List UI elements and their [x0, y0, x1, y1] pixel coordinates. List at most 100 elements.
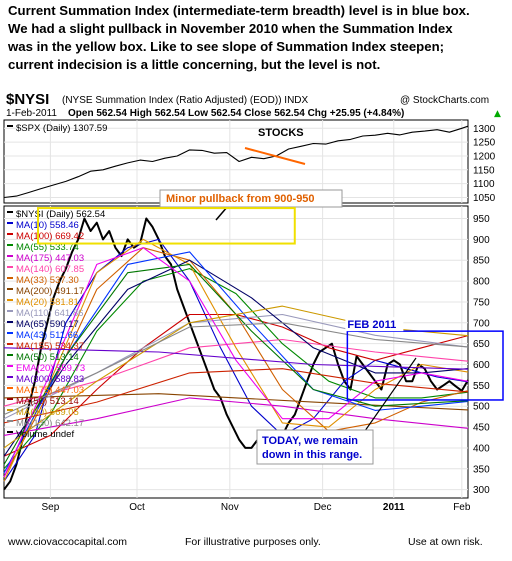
nysi-series-line [3, 338, 469, 407]
x-tick-label: Oct [129, 502, 145, 513]
spx-series-line [3, 125, 469, 199]
nysi-series-line [3, 247, 469, 478]
nysi-series-line [3, 268, 469, 470]
nysi-y-tick-label: 750 [473, 297, 490, 308]
nysi-series-line [3, 238, 469, 482]
legend-entry: MA(155) 534.37 [16, 341, 84, 352]
nysi-y-tick-label: 300 [473, 485, 490, 496]
nysi-series-line [3, 397, 469, 436]
feb-label-bg [345, 317, 404, 332]
legend-entry: MA(65) 590.17 [16, 319, 79, 330]
legend-swatch [7, 387, 13, 389]
headline-line-1: Current Summation Index (intermediate-te… [8, 3, 470, 18]
stock-chart: $NYSI (NYSE Summation Index (Ratio Adjus… [3, 91, 504, 513]
headline-line-2: We had a slight pullback in November 201… [8, 21, 453, 36]
nysi-y-tick-label: 650 [473, 339, 490, 350]
nysi-series-line [3, 313, 469, 420]
chart-panels: 1050 1100 1150 1200 1250 1300 $SPX (Daily) 130… [3, 119, 496, 513]
nysi-y-tick-label: 450 [473, 423, 490, 434]
legend-swatch [7, 321, 13, 323]
legend-swatch [7, 420, 13, 422]
headline-line-4: current indecision is a little concernin… [8, 57, 381, 72]
footer-disclaimer: For illustrative purposes only. [185, 536, 321, 548]
legend-swatch [7, 431, 13, 433]
legend-swatch [7, 222, 13, 224]
spx-y-tick-label: 1250 [473, 138, 496, 149]
x-tick-label: 2011 [383, 502, 405, 513]
pullback-callout-box [159, 189, 343, 208]
legend-entry: MA(175) 447.03 [16, 253, 84, 264]
legend-swatch [7, 233, 13, 235]
legend-entry: MA(130) 642.17 [16, 418, 84, 429]
legend-swatch [7, 310, 13, 312]
nysi-series-line [3, 263, 469, 465]
nysi-series-line [3, 217, 469, 491]
legend-entry: MA(55) 533.74 [16, 242, 79, 253]
legend-entry: MA(300) 588.83 [16, 374, 84, 385]
legend-swatch [7, 288, 13, 290]
legend-swatch [7, 244, 13, 246]
chart-date: 1-Feb-2011 [6, 108, 57, 119]
footer-website: www.ciovaccocapital.com [8, 536, 128, 548]
nysi-y-tick-label: 350 [473, 464, 490, 475]
nysi-series-line [3, 251, 469, 474]
nysi-y-tick-label: 600 [473, 360, 490, 371]
chart-symbol: $NYSI [6, 91, 49, 108]
spx-y-tick-label: 1150 [473, 165, 495, 176]
legend-swatch [7, 211, 13, 213]
legend-entry: MA(175) 447.03 [16, 385, 84, 396]
legend-swatch [7, 277, 13, 279]
legend-swatch [7, 299, 13, 301]
x-tick-label: Nov [221, 502, 239, 513]
x-tick-label: Feb [453, 502, 471, 513]
chart-overlay: STOCKS Minor pullback from 900-950 FEB 201… [37, 127, 504, 465]
blue-box [346, 330, 504, 401]
stocks-label: STOCKS [258, 127, 304, 139]
yellow-box [37, 207, 296, 245]
legend-entry: MA(33) 537.30 [16, 275, 79, 286]
footer-risk: Use at own risk. [408, 536, 483, 548]
legend-entry: MA(90) 669.05 [16, 407, 79, 418]
nysi-series-line [3, 238, 469, 482]
legend-entry: MA(200) 491.17 [16, 286, 84, 297]
legend-swatch [7, 398, 13, 400]
legend-entry: MA(10) 558.46 [16, 220, 79, 231]
legend-entry: MA(140) 607.85 [16, 264, 84, 275]
nysi-y-tick-label: 850 [473, 256, 490, 267]
nysi-series-line [3, 368, 469, 424]
stocks-arrow [244, 147, 306, 165]
today-arrow [359, 357, 417, 439]
nysi-y-tick-label: 950 [473, 214, 490, 225]
chart-quote: Open 562.54 High 562.54 Low 562.54 Close… [68, 108, 404, 119]
nysi-y-tick-label: 800 [473, 277, 490, 288]
legend-swatch [7, 409, 13, 411]
legend-entry: MA(50) 513.14 [16, 352, 79, 363]
legend-swatch [7, 365, 13, 367]
legend-swatch [7, 255, 13, 257]
x-tick-label: Dec [314, 502, 332, 513]
today-callout-box [256, 429, 374, 465]
nysi-y-tick-label: 900 [473, 235, 490, 246]
legend-swatch [7, 343, 13, 345]
legend-entry: $NYSI (Daily) 562.54 [16, 209, 105, 220]
headline: Current Summation Index (intermediate-te… [8, 2, 504, 74]
legend-swatch [7, 376, 13, 378]
legend-entry: MA(100) 669.42 [16, 231, 84, 242]
x-tick-label: Sep [42, 502, 60, 513]
legend-entry: MA(43) 511.66 [16, 330, 78, 341]
feb-2011-label: FEB 2011 [347, 319, 396, 331]
spx-y-tick-label: 1050 [473, 193, 496, 204]
legend-swatch [7, 125, 13, 127]
chart-name: (NYSE Summation Index (Ratio Adjusted) (… [62, 95, 309, 106]
legend-entry: EMA(20) 559.73 [16, 363, 85, 374]
legend-entry: MA(20) 581.81 [16, 297, 79, 308]
today-label: TODAY, we remain [262, 435, 358, 447]
quote-up-arrow: ▲ [494, 109, 501, 119]
nysi-y-tick-label: 700 [473, 318, 490, 329]
today-label: down in this range. [262, 449, 362, 461]
spx-y-tick-label: 1300 [473, 124, 496, 135]
nysi-y-tick-label: 400 [473, 443, 490, 454]
legend-swatch [7, 332, 13, 334]
nysi-series-line [3, 322, 469, 416]
legend-swatch [7, 354, 13, 356]
